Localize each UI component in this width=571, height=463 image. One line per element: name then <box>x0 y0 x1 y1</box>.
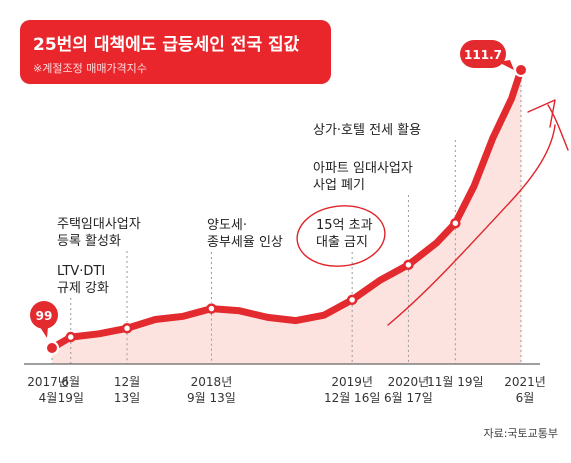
hand-drawn-arrow-head <box>527 99 556 128</box>
x-tick-label: 6월 <box>516 391 535 405</box>
area-fill <box>52 70 521 364</box>
event-dot <box>121 323 133 334</box>
end-bubble-tail <box>498 60 514 70</box>
event-dot <box>45 341 59 355</box>
annotation-text: 15억 초과 <box>316 218 373 233</box>
x-tick-label: 2020년 <box>388 375 430 389</box>
start-value-label: 99 <box>36 309 53 323</box>
x-tick-label: 12월 16일 <box>324 391 380 405</box>
event-dot <box>450 217 461 229</box>
title-banner <box>20 20 331 84</box>
hand-drawn-mark <box>547 104 569 151</box>
annotation-text: 규제 강화 <box>57 281 109 296</box>
hand-drawn-arrow-line <box>387 124 556 326</box>
chart-title: 25번의 대책에도 급등세인 전국 집값 <box>33 35 300 55</box>
x-tick-label: 9월 13일 <box>187 391 236 405</box>
end-value-label: 111.7 <box>464 48 502 62</box>
annotation-text: 양도세· <box>207 218 247 233</box>
x-tick-label: 6월 <box>61 375 80 389</box>
source-note: 자료:국토교통부 <box>483 427 558 440</box>
x-tick-label: 2021년 <box>504 375 546 389</box>
annotation-text: 등록 활성화 <box>57 234 121 249</box>
event-dot <box>65 331 77 343</box>
event-dot <box>403 259 414 271</box>
chart-subtitle: ※계절조정 매매가격지수 <box>33 62 147 75</box>
annotation-text: 상가·호텔 전세 활용 <box>313 123 421 138</box>
annotation-text: 종부세율 인상 <box>207 235 283 250</box>
annotation-text: 사업 폐기 <box>313 178 365 193</box>
x-tick-label: 13일 <box>114 391 140 405</box>
annotation-text: 아파트 임대사업자 <box>313 161 413 176</box>
x-tick-label: 19일 <box>58 391 84 405</box>
hand-drawn-circle <box>296 205 386 267</box>
start-bubble-circle <box>30 301 58 329</box>
x-tick-label: 2017년 <box>27 375 69 389</box>
x-tick-label: 11월 19일 <box>427 375 483 389</box>
x-tick-label: 12월 <box>114 375 140 389</box>
annotation-text: 대출 금지 <box>316 235 368 250</box>
guide-lines <box>51 70 522 364</box>
start-bubble-tail <box>40 327 48 338</box>
x-tick-label: 2019년 <box>331 375 373 389</box>
start-value-bubble: 99 <box>30 301 58 338</box>
event-dot <box>514 63 528 77</box>
x-tick-label: 2018년 <box>191 375 233 389</box>
end-value-bubble: 111.7 <box>460 40 514 70</box>
end-bubble-box <box>460 40 506 68</box>
annotation-text: LTV·DTI <box>57 264 105 279</box>
event-dot <box>206 303 217 314</box>
event-dot <box>346 294 358 306</box>
x-tick-label: 6월 17일 <box>384 391 433 405</box>
event-markers <box>45 63 528 355</box>
x-tick-label: 4월 <box>39 391 58 405</box>
annotation-text: 주택임대사업자 <box>57 217 141 232</box>
